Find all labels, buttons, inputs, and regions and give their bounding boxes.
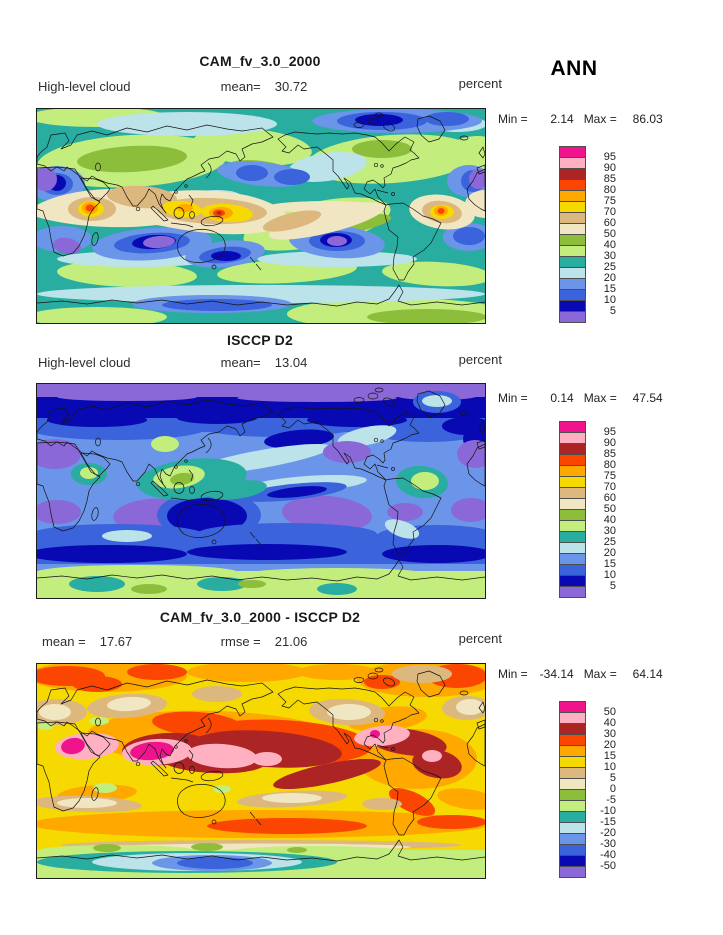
colorbar-tick-label: 10 (603, 294, 616, 306)
colorbar-boxes (559, 146, 586, 323)
colorbar-tick-label: -40 (600, 849, 616, 861)
max-label: Max = (583, 112, 617, 126)
panel3-rmse-stat: rmse = 21.06 (220, 634, 308, 649)
min-value: -34.14 (539, 667, 574, 681)
panel2-variable-label: High-level cloud (38, 355, 131, 370)
colorbar-tick-label: 30 (603, 250, 616, 262)
contour-fills (37, 384, 485, 598)
colorbar-tick-labels: 50 40 30 20 15 10 5 0 -5 -10 -15 -20 -30 -40 -50 (590, 701, 616, 879)
panel3-subtitle-row: mean = 17.67 rmse = 21.06 percent (36, 631, 502, 650)
colorbar-tick-label: 60 (603, 217, 616, 229)
colorbar-panel3: 50 40 30 20 15 10 5 0 -5 -10 -15 -20 -30 -40 -50 (559, 701, 619, 879)
colorbar-panel2: 95 90 85 80 75 70 60 50 40 30 25 20 15 10 5 (559, 421, 619, 599)
colorbar-tick-label: 15 (603, 558, 616, 570)
colorbar-tick-label: 40 (603, 239, 616, 251)
colorbar-tick-label: 75 (603, 195, 616, 207)
isccp-high-cloud-map (37, 384, 485, 598)
colorbar-tick-labels: 95 90 85 80 75 70 60 50 40 30 25 20 15 10 5 (590, 421, 616, 599)
panel1-units-label: percent (458, 76, 502, 91)
colorbar-tick-label: 30 (603, 525, 616, 537)
panel2-subtitle-row: High-level cloud mean= 13.04 percent (36, 352, 502, 371)
map-panel-isccp (36, 383, 486, 599)
panel3-minmax: Min = -34.14 Max = 64.14 (498, 667, 720, 681)
contour-fills (37, 664, 485, 878)
colorbar-box (559, 866, 586, 878)
colorbar-tick-label: 85 (603, 448, 616, 460)
colorbar-tick-label: 95 (603, 426, 616, 438)
min-value: 2.14 (550, 112, 574, 126)
panel1-minmax: Min = 2.14 Max = 86.03 (498, 112, 720, 126)
colorbar-panel1: 95 90 85 80 75 70 60 50 40 30 25 20 15 10 5 (559, 146, 619, 324)
colorbar-tick-label: 95 (603, 151, 616, 163)
colorbar-tick-label: -15 (600, 816, 616, 828)
panel3-mean-stat: mean = 17.67 (42, 634, 133, 649)
colorbar-tick-label: 25 (603, 536, 616, 548)
season-label: ANN (550, 57, 598, 80)
colorbar-tick-label: -20 (600, 827, 616, 839)
colorbar-tick-label: -30 (600, 838, 616, 850)
colorbar-tick-label: 80 (603, 184, 616, 196)
colorbar-box (559, 311, 586, 323)
colorbar-tick-label: 10 (603, 761, 616, 773)
min-label: Min = (498, 667, 528, 681)
colorbar-boxes (559, 421, 586, 598)
panel1-subtitle-row: High-level cloud mean= 30.72 percent (36, 76, 502, 95)
colorbar-tick-label: 30 (603, 728, 616, 740)
colorbar-tick-label: 70 (603, 481, 616, 493)
max-value: 64.14 (632, 667, 663, 681)
colorbar-tick-label: 5 (609, 580, 616, 592)
colorbar-tick-label: -50 (600, 860, 616, 872)
colorbar-tick-labels: 95 90 85 80 75 70 60 50 40 30 25 20 15 10 5 (590, 146, 616, 324)
max-label: Max = (583, 391, 617, 405)
panel2-mean-stat: mean= 13.04 (220, 355, 308, 370)
colorbar-tick-label: 75 (603, 470, 616, 482)
colorbar-tick-label: 60 (603, 492, 616, 504)
max-value: 86.03 (632, 112, 663, 126)
colorbar-tick-label: 20 (603, 547, 616, 559)
panel2-title: ISCCP D2 (227, 332, 293, 348)
colorbar-tick-label: 25 (603, 261, 616, 273)
colorbar-tick-label: 70 (603, 206, 616, 218)
colorbar-boxes (559, 701, 586, 878)
colorbar-tick-label: -5 (606, 794, 616, 806)
colorbar-tick-label: 15 (603, 750, 616, 762)
colorbar-tick-label: -10 (600, 805, 616, 817)
panel1-title: CAM_fv_3.0_2000 (199, 53, 321, 69)
min-value: 0.14 (550, 391, 574, 405)
colorbar-tick-label: 85 (603, 173, 616, 185)
colorbar-tick-label: 20 (603, 739, 616, 751)
colorbar-tick-label: 40 (603, 514, 616, 526)
cam-high-cloud-map (37, 109, 485, 323)
contour-fills (37, 109, 485, 323)
colorbar-tick-label: 80 (603, 459, 616, 471)
colorbar-tick-label: 90 (603, 437, 616, 449)
difference-map (37, 664, 485, 878)
panel3-title: CAM_fv_3.0_2000 - ISCCP D2 (159, 609, 361, 625)
map-panel-cam (36, 108, 486, 324)
panel2-minmax: Min = 0.14 Max = 47.54 (498, 391, 720, 405)
colorbar-box (559, 586, 586, 598)
map-panel-difference (36, 663, 486, 879)
panel1-mean-stat: mean= 30.72 (220, 79, 308, 94)
colorbar-tick-label: 50 (603, 706, 616, 718)
panel3-units-label: percent (458, 631, 502, 646)
colorbar-tick-label: 90 (603, 162, 616, 174)
colorbar-tick-label: 50 (603, 503, 616, 515)
colorbar-tick-label: 10 (603, 569, 616, 581)
max-value: 47.54 (632, 391, 663, 405)
colorbar-tick-label: 5 (609, 305, 616, 317)
colorbar-tick-label: 40 (603, 717, 616, 729)
colorbar-tick-label: 0 (609, 783, 616, 795)
colorbar-tick-label: 15 (603, 283, 616, 295)
panel2-units-label: percent (458, 352, 502, 367)
max-label: Max = (583, 667, 617, 681)
panel1-variable-label: High-level cloud (38, 79, 131, 94)
min-label: Min = (498, 391, 528, 405)
colorbar-tick-label: 50 (603, 228, 616, 240)
colorbar-tick-label: 5 (609, 772, 616, 784)
colorbar-tick-label: 20 (603, 272, 616, 284)
min-label: Min = (498, 112, 528, 126)
